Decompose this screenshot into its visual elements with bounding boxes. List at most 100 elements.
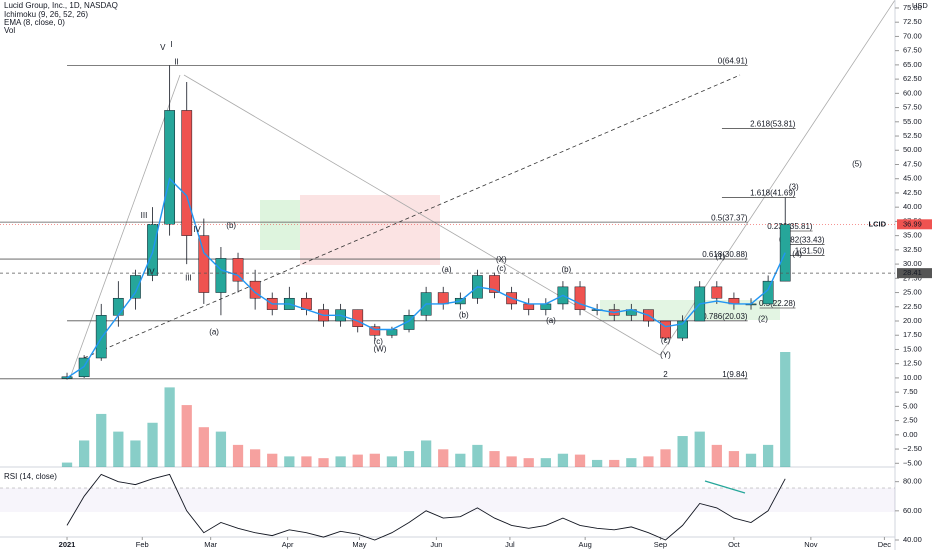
volume-bar	[403, 451, 415, 467]
candle-body	[249, 280, 261, 299]
wave-label: (5)	[852, 160, 862, 169]
wave-label: III	[141, 211, 148, 220]
candle-body	[489, 275, 500, 293]
volume-bar	[352, 454, 363, 467]
volume-bar	[113, 431, 124, 467]
y-tick-label: 0.00	[903, 430, 918, 439]
volume-bar	[626, 458, 637, 467]
y-tick-label: 40.00	[903, 202, 922, 211]
y-tick-label: 25.00	[903, 288, 922, 297]
volume-bar	[369, 453, 380, 467]
wave-label: (W)	[374, 345, 387, 354]
wave-label: (b)	[459, 310, 469, 319]
y-tick-label: −5.00	[903, 458, 922, 467]
volume-bar	[249, 449, 261, 467]
volume-bar	[284, 456, 295, 467]
indicator: Vol	[4, 26, 15, 35]
volume-bar	[147, 422, 158, 467]
x-tick-label: Jul	[505, 540, 515, 549]
wave-label: (3)	[789, 182, 799, 191]
y-tick-label: −2.50	[903, 444, 922, 453]
volume-bar	[386, 456, 398, 467]
y-tick-label: 52.50	[903, 131, 922, 140]
candle-body	[198, 235, 210, 293]
y-tick-label: 22.50	[903, 302, 922, 311]
candle-body	[660, 320, 671, 339]
volume-bar	[232, 444, 244, 467]
x-tick-label: Nov	[804, 540, 818, 549]
y-tick-label: 50.00	[903, 145, 922, 154]
wave-label: V	[160, 43, 166, 52]
y-tick-label: 20.00	[903, 316, 922, 325]
volume-bar	[780, 352, 791, 467]
fib-label: 0.5(22.28)	[759, 299, 796, 308]
volume-bar	[130, 440, 141, 467]
x-tick-label: Aug	[578, 540, 591, 549]
last-price-tag	[897, 219, 932, 230]
candle-body	[677, 320, 689, 339]
y-tick-label: 75.00	[903, 3, 922, 12]
wave-label: I	[170, 40, 172, 49]
wave-label: (X)	[496, 255, 507, 264]
candle-body	[130, 275, 141, 299]
y-tick-label: 17.50	[903, 330, 922, 339]
fib-label: 0.786(20.03)	[702, 312, 748, 321]
y-tick-label: 67.50	[903, 46, 922, 55]
last-price-label: 36.99	[903, 219, 922, 228]
volume-bar	[335, 456, 346, 467]
rsi-tick-label: 60.00	[903, 506, 922, 515]
volume-bar	[301, 456, 312, 467]
wave-label: (4)	[792, 250, 802, 259]
ema-line	[66, 177, 786, 379]
candle-body	[386, 329, 398, 336]
divergence-arrow	[704, 480, 746, 494]
volume-bar	[438, 449, 449, 467]
fib-label: 0.618(30.88)	[702, 250, 748, 259]
wave-label: II	[174, 58, 178, 67]
wave-label: (c)	[497, 264, 507, 273]
candle-body	[95, 315, 107, 359]
ichimoku-cloud	[260, 200, 300, 250]
x-tick-label: Dec	[878, 540, 892, 549]
candle-body	[523, 303, 535, 310]
volume-bar	[643, 456, 654, 467]
x-tick-label: May	[352, 540, 366, 549]
x-tick-label: Jun	[430, 540, 442, 549]
volume-bar	[574, 454, 586, 467]
x-tick-label: Sep	[654, 540, 667, 549]
x-tick-label: Oct	[728, 540, 741, 549]
y-tick-label: 47.50	[903, 159, 922, 168]
y-tick-label: 7.50	[903, 387, 918, 396]
volume-bar	[728, 451, 740, 467]
wave-label: (b)	[561, 265, 571, 274]
title: Lucid Group, Inc., 1D, NASDAQ	[4, 1, 118, 10]
rsi-line	[66, 473, 786, 541]
y-tick-label: 57.50	[903, 103, 922, 112]
wave-label: III	[185, 273, 192, 282]
wave-label: 2	[663, 370, 668, 379]
y-tick-label: 35.00	[903, 231, 922, 240]
volume-bar	[181, 405, 192, 467]
volume-bar	[96, 413, 107, 467]
y-tick-label: 70.00	[903, 31, 922, 40]
candle-body	[352, 309, 364, 327]
y-tick-label: 10.00	[903, 373, 922, 382]
volume-bar	[318, 458, 329, 467]
candle-body	[181, 110, 193, 236]
volume-bar	[164, 387, 175, 467]
wave-label: (b)	[226, 221, 236, 230]
y-tick-label: 45.00	[903, 174, 922, 183]
volume-bar	[540, 458, 551, 467]
trend-line	[83, 74, 741, 359]
candle-body	[403, 315, 415, 330]
fib-label: 0.382(33.43)	[779, 236, 825, 245]
volume-bar	[420, 440, 432, 467]
wave-label: (a)	[546, 316, 556, 325]
candle-body	[78, 357, 90, 378]
trend-line	[69, 74, 181, 379]
volume-bar	[506, 456, 517, 467]
volume-bar	[694, 431, 705, 467]
wave-label: (1)	[715, 252, 725, 261]
volume-bar	[198, 427, 209, 467]
